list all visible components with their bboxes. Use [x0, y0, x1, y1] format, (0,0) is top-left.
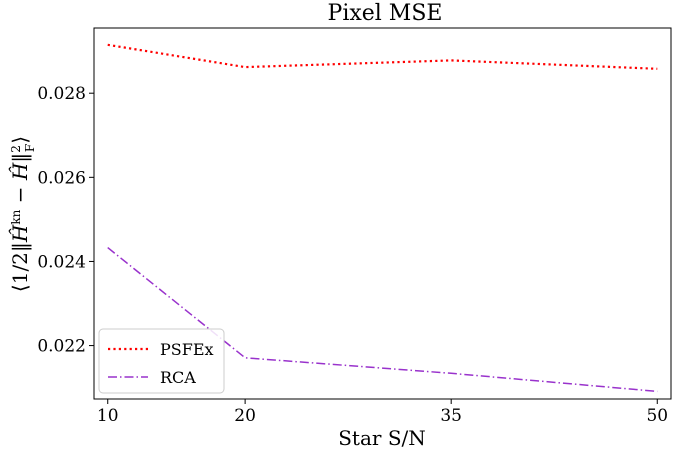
y-tick-label: 0.022 [37, 337, 86, 357]
y-tick-label: 0.024 [37, 252, 86, 272]
series-line-rca [107, 247, 658, 393]
y-axis-label: ⟨1/2‖Ĥkn − Ĥ‖2F⟩ [8, 136, 37, 292]
tick-layer: 10 20 35 50 0.022 0.024 0.026 0.028 [37, 84, 668, 426]
y-label-h2: Ĥ [8, 162, 32, 181]
y-label-close: ‖ [8, 153, 33, 163]
chart-title: Pixel MSE [328, 1, 443, 26]
x-tick-label: 10 [97, 406, 119, 426]
y-tick-label: 0.026 [37, 168, 86, 188]
x-axis-label: Star S/N [338, 426, 426, 450]
series-line-psfex [107, 43, 658, 70]
legend-label-psfex: PSFEx [160, 340, 214, 359]
legend-label-rca: RCA [160, 368, 196, 387]
y-label-open: ⟨1/2‖ [8, 242, 33, 292]
y-label-sup2: 2 [9, 145, 23, 153]
y-label-sub2: F [23, 144, 37, 152]
legend: PSFEx RCA [98, 328, 225, 394]
y-label-minus: − [8, 180, 32, 209]
y-label-h1: Ĥ [8, 224, 32, 243]
x-tick-label: 50 [646, 406, 668, 426]
series-layer [107, 43, 658, 393]
x-tick-label: 20 [234, 406, 256, 426]
y-label-end: ⟩ [8, 136, 32, 144]
plot-frame [93, 27, 672, 400]
y-label-sup1: kn [9, 209, 23, 224]
y-tick-label: 0.028 [37, 84, 86, 104]
x-tick-label: 35 [440, 406, 462, 426]
